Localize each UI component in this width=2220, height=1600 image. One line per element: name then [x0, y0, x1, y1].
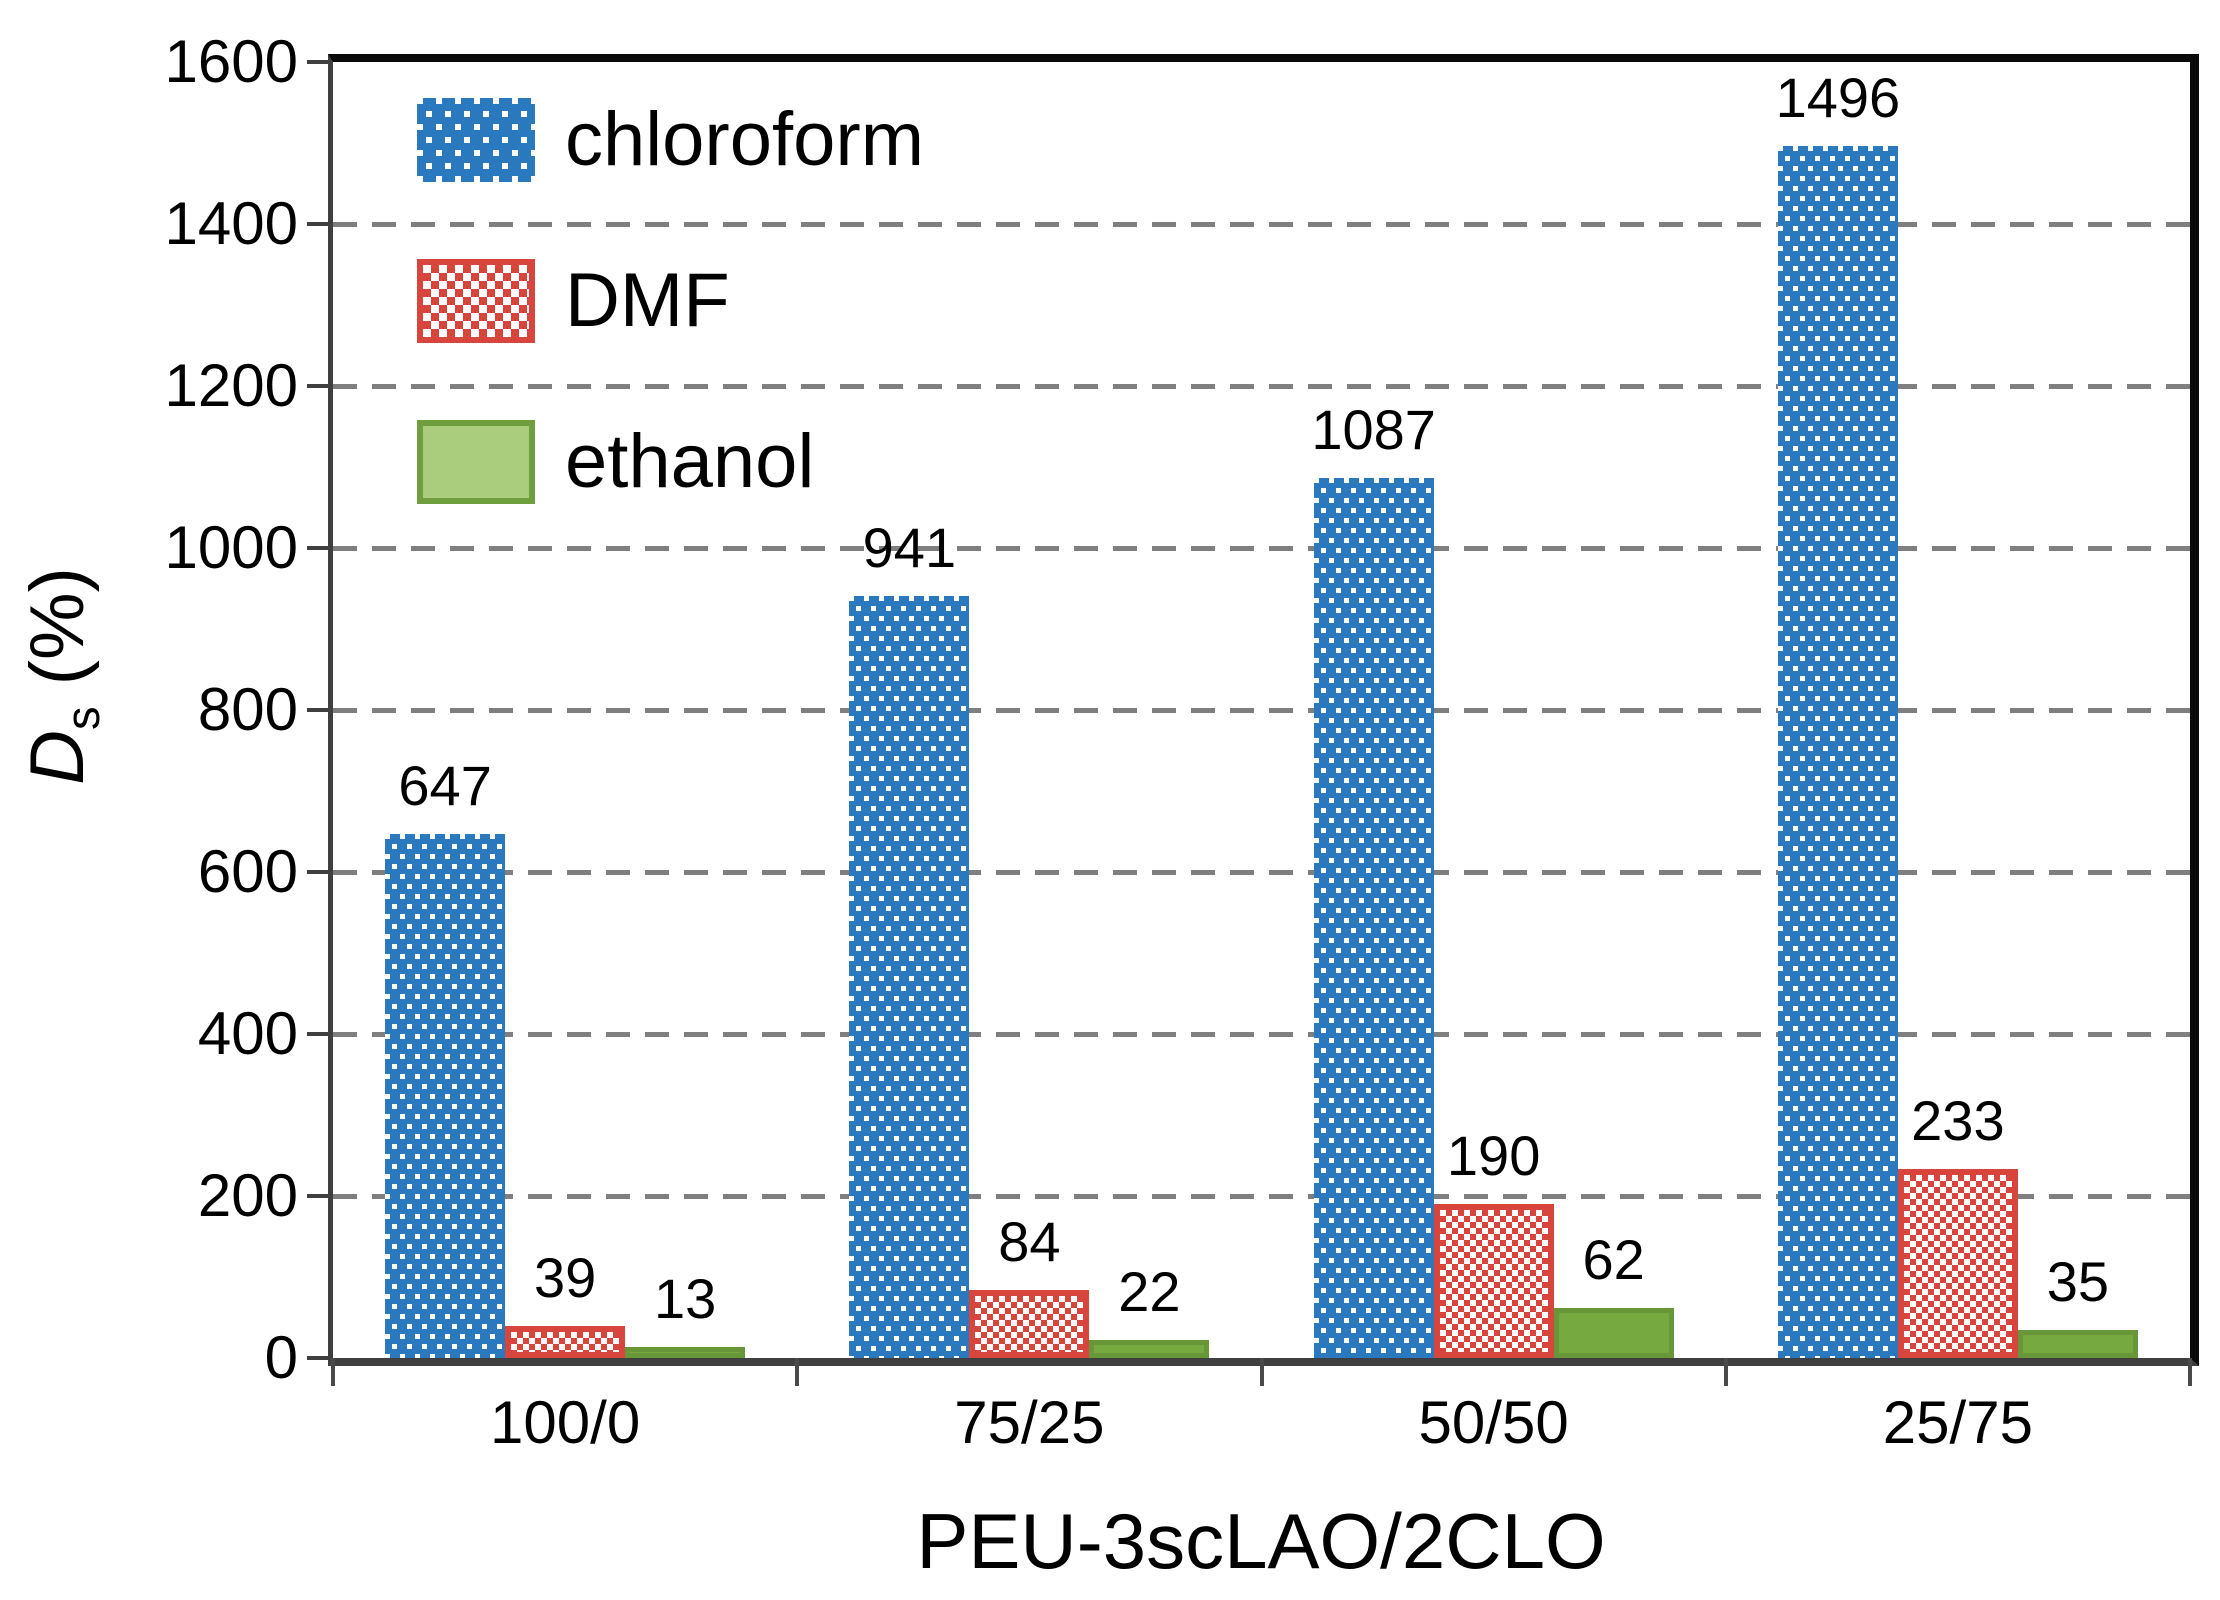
y-tick-200: [307, 1194, 328, 1198]
gridline-800: [333, 707, 2190, 713]
gridline-1200: [333, 383, 2190, 389]
gridline-1000: [333, 545, 2190, 551]
x-tick-0: [331, 1358, 335, 1386]
bar-DMF-25/75: [1897, 1169, 2018, 1358]
gridline-1400: [333, 221, 2190, 227]
value-label-ethanol-25/75: 35: [2046, 1249, 2110, 1313]
x-category-label-100/0: 100/0: [490, 1389, 641, 1456]
bar-ethanol-25/75: [2017, 1329, 2138, 1358]
y-tick-1000: [307, 546, 328, 550]
legend-row-DMF: DMF: [417, 259, 730, 343]
x-category-label-75/25: 75/25: [954, 1389, 1105, 1456]
bar-chloroform-100/0: [385, 833, 506, 1358]
value-label-DMF-75/25: 84: [998, 1209, 1061, 1273]
y-tick-label-1600: 1600: [164, 28, 298, 95]
y-tick-400: [307, 1032, 328, 1036]
gridline-200: [333, 1193, 2190, 1199]
x-tick-4: [2188, 1358, 2192, 1386]
legend-row-chloroform: chloroform: [417, 98, 924, 182]
gridline-400: [333, 1031, 2190, 1037]
x-tick-3: [1723, 1358, 1728, 1386]
bar-chloroform-75/25: [849, 595, 970, 1358]
bar-ethanol-75/25: [1089, 1340, 1210, 1358]
y-tick-label-200: 200: [197, 1162, 298, 1229]
value-label-DMF-100/0: 39: [533, 1246, 597, 1310]
value-label-ethanol-75/25: 22: [1118, 1260, 1181, 1324]
legend-label-DMF: DMF: [565, 258, 730, 343]
y-tick-1400: [307, 222, 328, 226]
y-tick-600: [307, 870, 328, 874]
x-axis-title: PEU-3scLAO/2CLO: [916, 1497, 1606, 1585]
bar-DMF-50/50: [1433, 1204, 1554, 1358]
y-tick-800: [307, 708, 328, 712]
y-tick-label-1000: 1000: [164, 514, 298, 581]
bar-chloroform-50/50: [1313, 477, 1434, 1358]
y-tick-label-800: 800: [197, 676, 298, 743]
y-tick-label-0: 0: [264, 1324, 298, 1391]
legend-swatch-ethanol: [417, 420, 535, 504]
value-label-ethanol-50/50: 62: [1582, 1227, 1645, 1291]
bar-DMF-75/25: [969, 1289, 1090, 1358]
legend-label-chloroform: chloroform: [565, 97, 924, 182]
bar-ethanol-100/0: [625, 1347, 746, 1358]
y-tick-label-400: 400: [197, 1000, 298, 1067]
legend-label-ethanol: ethanol: [565, 419, 815, 504]
value-label-DMF-25/75: 233: [1911, 1089, 2005, 1153]
x-category-label-25/75: 25/75: [1882, 1389, 2033, 1456]
y-tick-1600: [307, 60, 328, 64]
y-tick-0: [307, 1356, 328, 1360]
value-label-ethanol-100/0: 13: [653, 1267, 717, 1331]
value-label-chloroform-50/50: 1087: [1311, 397, 1436, 461]
value-label-chloroform-25/75: 1496: [1775, 66, 1901, 130]
bar-ethanol-50/50: [1553, 1307, 1674, 1358]
y-tick-label-1400: 1400: [164, 190, 298, 257]
legend-swatch-DMF: [417, 259, 535, 343]
x-tick-1: [795, 1358, 800, 1386]
x-tick-2: [1259, 1358, 1264, 1386]
bar-DMF-100/0: [505, 1326, 626, 1358]
legend-swatch-chloroform: [417, 98, 535, 182]
y-tick-label-600: 600: [197, 838, 298, 905]
gridline-600: [333, 869, 2190, 875]
bar-chloroform-25/75: [1777, 146, 1898, 1358]
y-tick-label-1200: 1200: [164, 352, 298, 419]
value-label-DMF-50/50: 190: [1446, 1124, 1541, 1188]
plot-area: PEU-3scLAO/2CLO 647 39 13 100/0 941 84 22 75/25…: [307, 54, 2199, 1585]
y-tick-1200: [307, 384, 328, 388]
value-label-chloroform-100/0: 647: [398, 753, 492, 817]
x-category-label-50/50: 50/50: [1418, 1389, 1569, 1456]
legend-row-ethanol: ethanol: [417, 420, 814, 504]
value-label-chloroform-75/25: 941: [862, 515, 957, 579]
